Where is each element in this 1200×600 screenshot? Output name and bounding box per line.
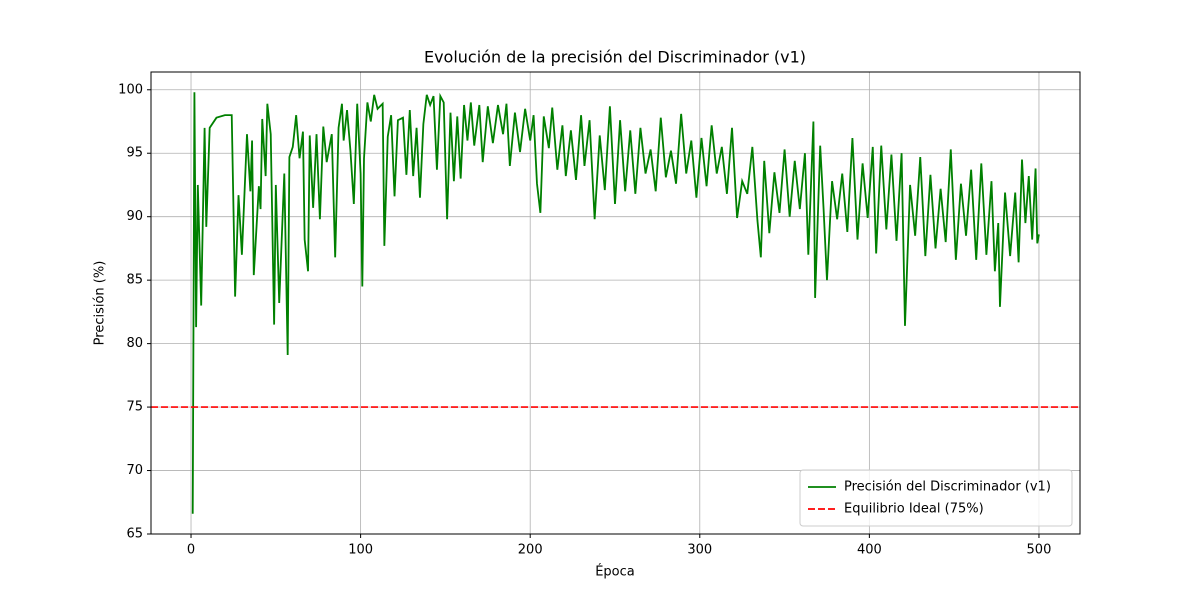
legend-box <box>799 469 1073 527</box>
y-tick-label: 90 <box>126 209 143 224</box>
x-axis-label: Época <box>595 564 635 580</box>
y-tick-label: 80 <box>126 336 143 351</box>
data-line <box>191 92 1040 514</box>
chart-title: Evolución de la precisión del Discrimina… <box>424 48 806 67</box>
x-tick-label: 200 <box>518 543 543 558</box>
y-tick-label: 75 <box>126 400 143 415</box>
legend-label: Precisión del Discriminador (v1) <box>844 480 1051 495</box>
plot-frame <box>150 71 1081 535</box>
y-tick-label: 95 <box>126 146 143 161</box>
y-tick-label: 65 <box>126 527 143 542</box>
x-tick-label: 300 <box>687 543 712 558</box>
y-tick-label: 85 <box>126 273 143 288</box>
x-tick-label: 500 <box>1027 543 1052 558</box>
x-tick-label: 400 <box>857 543 882 558</box>
legend: Precisión del Discriminador (v1) Equilibr… <box>799 469 1073 527</box>
x-tick-label: 100 <box>348 543 373 558</box>
x-tick-label: 0 <box>187 543 195 558</box>
y-tick-label: 70 <box>126 463 143 478</box>
legend-label: Equilibrio Ideal (75%) <box>844 502 984 517</box>
y-axis-label: Precisión (%) <box>93 261 108 346</box>
y-tick-label: 100 <box>118 82 143 97</box>
